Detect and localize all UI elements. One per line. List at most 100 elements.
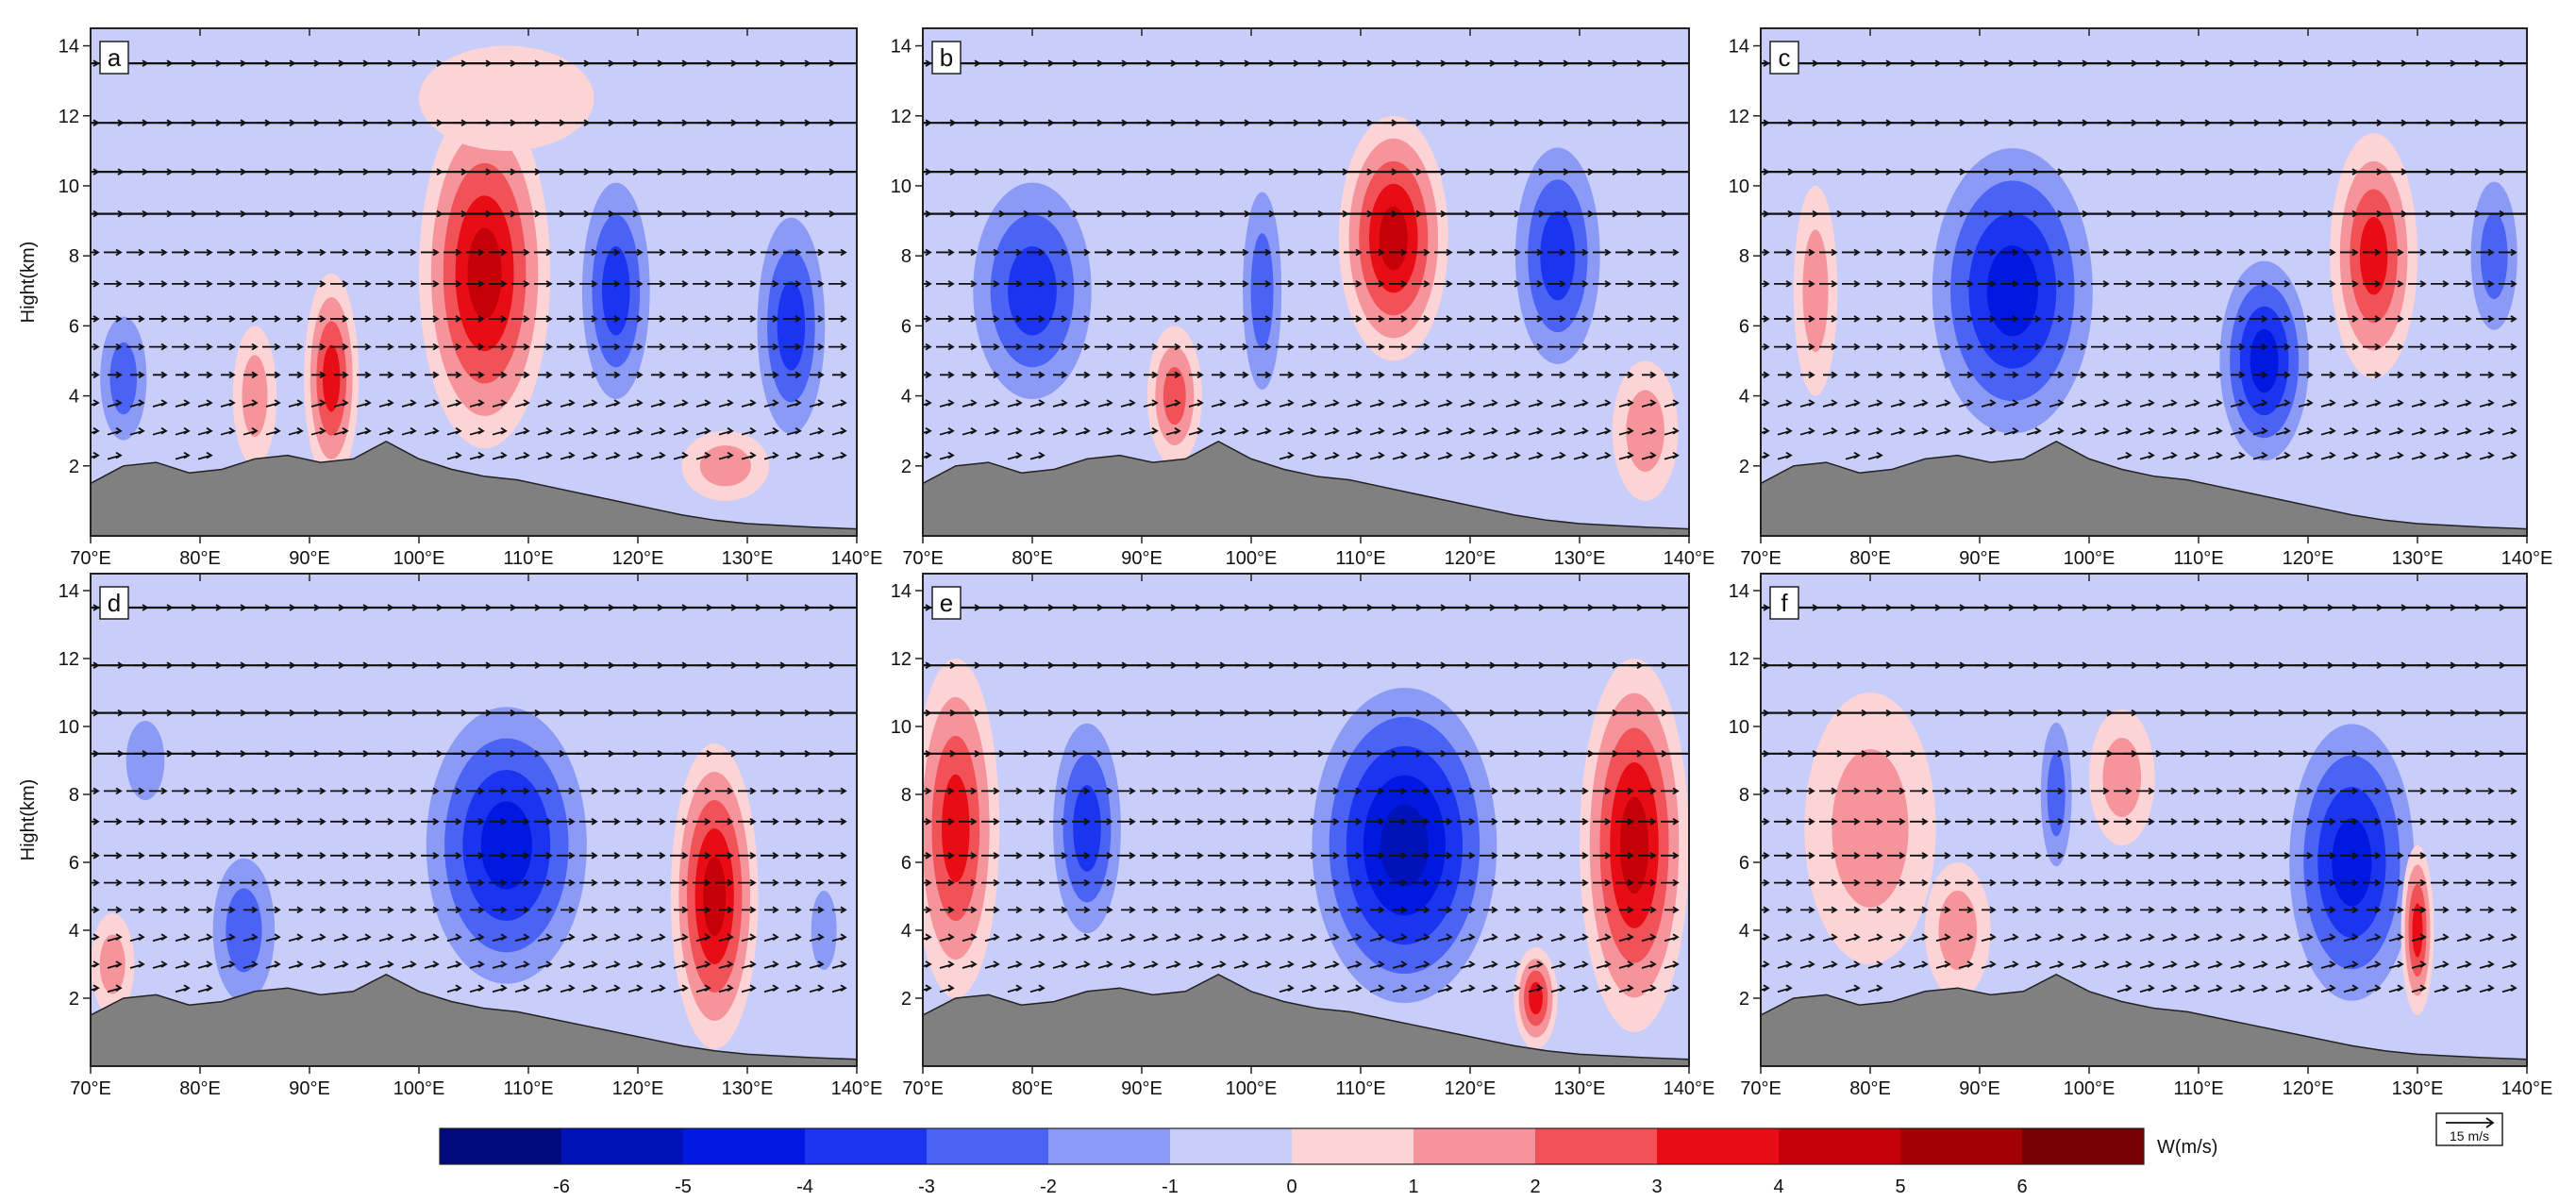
wind-arrow: [1629, 209, 1644, 218]
wind-arrow: [1932, 787, 1951, 795]
wind-arrow: [527, 209, 542, 218]
wind-arrow: [2246, 604, 2261, 611]
wind-arrow: [477, 709, 493, 717]
wind-arrow: [2185, 906, 2200, 914]
panel-label-box: [1769, 41, 1799, 75]
wind-arrow: [2091, 852, 2110, 860]
y-tick-label: 14: [891, 581, 912, 602]
wind-arrow: [1774, 878, 1793, 887]
wind-arrow: [1163, 342, 1181, 351]
wind-arrow: [262, 280, 281, 288]
wind-arrow: [2091, 342, 2110, 351]
wind-arrow: [2000, 342, 2019, 351]
wind-arrow: [1040, 209, 1055, 218]
wind-arrow: [1004, 818, 1023, 826]
wind-arrow: [1580, 661, 1595, 669]
wind-arrow: [129, 399, 145, 408]
wind-arrow: [1457, 878, 1476, 887]
y-tick-label: 4: [69, 921, 79, 942]
wind-arrow: [1890, 426, 1906, 436]
wind-arrow: [355, 119, 370, 126]
x-tick-label: 80°E: [1849, 1078, 1891, 1099]
wind-arrow: [492, 399, 508, 408]
wind-arrow: [2275, 426, 2291, 436]
wind-arrow: [1165, 960, 1181, 969]
wind-arrow: [1408, 209, 1423, 218]
wind-arrow: [1596, 984, 1612, 993]
wind-vectors: [1761, 604, 2527, 993]
wind-arrow: [2068, 315, 2087, 323]
wind-arrow: [537, 399, 553, 408]
wind-arrow: [2025, 750, 2040, 758]
wind-arrow: [330, 168, 345, 175]
wind-arrow: [1867, 960, 1883, 969]
wind-arrow: [718, 984, 734, 993]
wind-arrow: [821, 168, 836, 175]
wind-arrow: [1853, 119, 1868, 126]
wind-arrow: [1040, 750, 1055, 758]
wind-arrow: [2499, 342, 2517, 351]
wind-arrow: [285, 878, 304, 887]
wind-arrow: [2049, 906, 2065, 914]
wind-arrow: [2004, 371, 2019, 379]
wind-arrow: [469, 399, 485, 408]
wind-arrow: [281, 119, 296, 126]
wind-arrow: [2099, 661, 2114, 669]
wind-arrow: [2114, 280, 2133, 288]
wind-arrow: [379, 604, 394, 611]
reference-arrow: [2446, 1117, 2495, 1128]
wind-arrow: [1774, 787, 1793, 795]
wind-arrow: [1310, 59, 1325, 67]
wind-arrow: [306, 59, 321, 67]
colorbar-swatch: [1170, 1128, 1293, 1164]
wind-arrow: [1052, 426, 1068, 436]
wind-arrow: [1030, 371, 1045, 379]
wind-arrow: [628, 906, 644, 914]
wind-arrow: [353, 315, 372, 323]
wind-arrow: [627, 399, 644, 408]
wind-arrow: [208, 661, 223, 669]
wind-arrow: [579, 852, 598, 860]
wind-arrow: [2230, 960, 2246, 969]
wind-arrow: [2023, 852, 2042, 860]
wind-arrow: [1573, 960, 1589, 969]
wind-arrow: [308, 787, 326, 795]
wind-arrow: [2123, 709, 2138, 717]
wind-arrow: [1257, 371, 1272, 379]
wind-arrow: [674, 371, 689, 379]
wind-arrow: [91, 248, 100, 257]
wind-arrow: [942, 119, 957, 126]
wind-arrow: [698, 604, 713, 611]
wind-arrow: [2320, 960, 2336, 969]
wind-arrow: [939, 960, 955, 969]
wind-arrow: [696, 371, 711, 379]
wind-arrow: [1027, 787, 1045, 795]
wind-arrow: [2340, 248, 2359, 257]
wind-arrow: [2231, 906, 2246, 914]
wind-arrow: [2091, 315, 2110, 323]
wind-arrow: [1279, 451, 1295, 460]
y-tick-label: 4: [1739, 921, 1749, 942]
wind-arrow: [2431, 342, 2450, 351]
wind-arrow: [1383, 661, 1398, 669]
w-contour: [1163, 367, 1186, 426]
wind-arrow: [1902, 709, 1917, 717]
wind-arrow: [1298, 852, 1317, 860]
wind-arrow: [576, 168, 591, 175]
wind-arrow: [1189, 906, 1204, 914]
wind-arrow: [579, 787, 598, 795]
wind-arrow: [134, 750, 149, 758]
wind-arrow: [2204, 342, 2223, 351]
wind-arrow: [2344, 750, 2359, 758]
wind-arrow: [1629, 661, 1644, 669]
wind-arrow: [2074, 209, 2089, 218]
wind-arrow: [1007, 451, 1023, 460]
wind-arrow: [453, 209, 468, 218]
wind-arrow: [152, 960, 168, 969]
wind-arrow: [2162, 426, 2178, 436]
wind-arrow: [1236, 59, 1251, 67]
wind-arrow: [355, 168, 370, 175]
wind-arrow: [2343, 960, 2359, 969]
wind-arrow: [942, 709, 957, 717]
y-tick-label: 10: [1729, 176, 1749, 197]
